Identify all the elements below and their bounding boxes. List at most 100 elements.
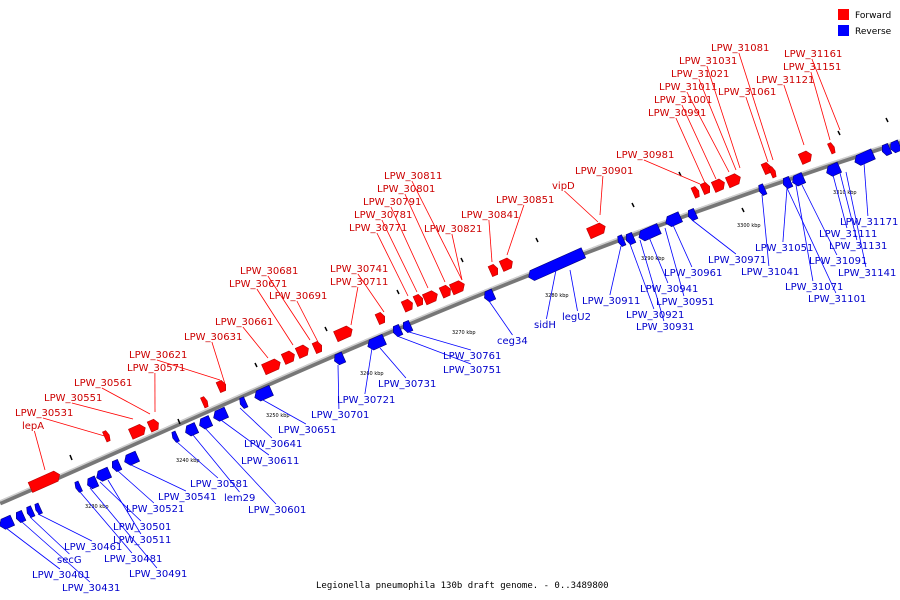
forward-leader-line (211, 341, 226, 385)
reverse-gene-label: LPW_30651 (278, 425, 336, 436)
reverse-gene-label: LPW_31131 (829, 241, 887, 252)
forward-gene-arrow (586, 222, 606, 240)
forward-gene-label: LPW_30681 (240, 266, 298, 277)
forward-gene-arrow (724, 173, 741, 189)
genome-caption: Legionella pneumophila 130b draft genome… (316, 581, 609, 591)
reverse-leader-line (176, 441, 219, 479)
forward-leader-line (738, 52, 774, 161)
reverse-leader-line (107, 479, 142, 535)
forward-gene-label: LPW_30531 (15, 408, 73, 419)
reverse-leader-line (192, 434, 240, 493)
forward-gene-arrow (200, 396, 209, 409)
reverse-gene-label: LPW_30951 (656, 297, 714, 308)
forward-leader-line (810, 71, 831, 141)
reverse-gene-label: LPW_30721 (337, 395, 395, 406)
forward-gene-glyph (128, 424, 146, 440)
reverse-gene-arrow (484, 288, 497, 303)
forward-gene-arrow (215, 379, 227, 394)
forward-gene-label: LPW_30821 (424, 224, 482, 235)
reverse-gene-arrow (528, 247, 587, 281)
forward-gene-glyph (294, 344, 309, 359)
reverse-leader-line (546, 269, 557, 320)
reverse-gene-label: LPW_30751 (443, 365, 501, 376)
reverse-leader-line (5, 527, 61, 570)
reverse-gene-glyph (111, 458, 123, 473)
reverse-leader-line (672, 224, 693, 268)
forward-gene-arrow (710, 178, 725, 193)
reverse-gene-glyphs (0, 139, 900, 530)
forward-gene-label: LPW_30841 (461, 210, 519, 221)
tick-mark (69, 454, 73, 461)
reverse-gene-glyph (528, 247, 587, 281)
tick-label: 3230 kbp (85, 504, 109, 510)
reverse-leader-line (664, 227, 685, 297)
reverse-leader-line (220, 419, 270, 456)
forward-gene-label: lepA (22, 421, 44, 432)
reverse-gene-arrow (34, 502, 43, 515)
forward-leader-line (783, 84, 805, 146)
reverse-gene-arrow (74, 480, 83, 493)
reverse-leader-line (648, 236, 669, 284)
forward-leader-line (390, 206, 429, 289)
legend-forward-label: Forward (855, 11, 891, 21)
forward-leader-line (745, 96, 769, 163)
forward-leader-line (675, 117, 706, 184)
reverse-gene-glyph (34, 502, 43, 515)
forward-leader-line (681, 104, 717, 180)
reverse-leader-line (609, 245, 622, 296)
forward-leader-line (34, 430, 46, 471)
forward-gene-label: LPW_31121 (756, 75, 814, 86)
tick-mark (885, 117, 889, 123)
tick-label: 3240 kbp (176, 458, 200, 464)
forward-gene-labels: lepA LPW_30531 LPW_30551 LPW_30561 LPW_30571… (15, 43, 842, 471)
reverse-leader-line (364, 347, 373, 395)
reverse-gene-arrow (87, 475, 100, 490)
tick-label: 3250 kbp (266, 413, 290, 419)
reverse-gene-arrow (617, 234, 627, 247)
reverse-gene-glyph (185, 422, 200, 437)
reverse-gene-label: LPW_31101 (808, 294, 866, 305)
forward-gene-glyph (400, 298, 413, 313)
reverse-leader-line (117, 470, 155, 504)
reverse-gene-glyph (665, 211, 683, 227)
chromosome-backbone (0, 139, 900, 506)
forward-leader-line (101, 387, 151, 415)
reverse-gene-label: LPW_30501 (113, 522, 171, 533)
forward-gene-glyph (200, 396, 209, 409)
forward-gene-label: LPW_30851 (496, 195, 554, 206)
forward-gene-arrow (412, 293, 424, 308)
reverse-gene-arrow (26, 505, 36, 518)
reverse-gene-label: LPW_30481 (104, 554, 162, 565)
forward-gene-arrow (374, 311, 386, 326)
forward-gene-glyph (487, 263, 499, 278)
reverse-gene-arrow (638, 223, 662, 242)
reverse-gene-label: lem29 (224, 493, 255, 504)
forward-gene-label: LPW_31011 (659, 82, 717, 93)
forward-gene-label: LPW_30791 (363, 197, 421, 208)
forward-leader-line (350, 286, 359, 326)
forward-gene-glyph (27, 470, 60, 493)
reverse-leader-line (786, 187, 837, 294)
reverse-leader-line (629, 243, 655, 310)
reverse-gene-arrow (758, 183, 768, 196)
reverse-leader-line (832, 174, 848, 229)
forward-gene-label: vipD (552, 181, 575, 192)
forward-leader-line (686, 91, 730, 173)
reverse-gene-glyph (881, 142, 893, 157)
reverse-gene-label: LPW_31041 (741, 267, 799, 278)
reverse-gene-glyph (74, 480, 83, 493)
reverse-gene-label: LPW_30971 (708, 255, 766, 266)
forward-gene-glyph (438, 284, 451, 299)
reverse-leader-line (337, 364, 340, 410)
reverse-leader-line (379, 347, 407, 379)
forward-gene-glyph (586, 222, 606, 240)
tick-label: 3270 kbp (452, 330, 476, 336)
forward-gene-arrow (261, 358, 281, 376)
forward-gene-glyph (333, 325, 353, 343)
forward-gene-label: LPW_31081 (711, 43, 769, 54)
forward-gene-glyph (215, 379, 227, 394)
reverse-gene-glyph (367, 333, 387, 351)
forward-gene-arrow (690, 186, 700, 199)
forward-gene-glyph (724, 173, 741, 189)
forward-gene-arrow (333, 325, 353, 343)
